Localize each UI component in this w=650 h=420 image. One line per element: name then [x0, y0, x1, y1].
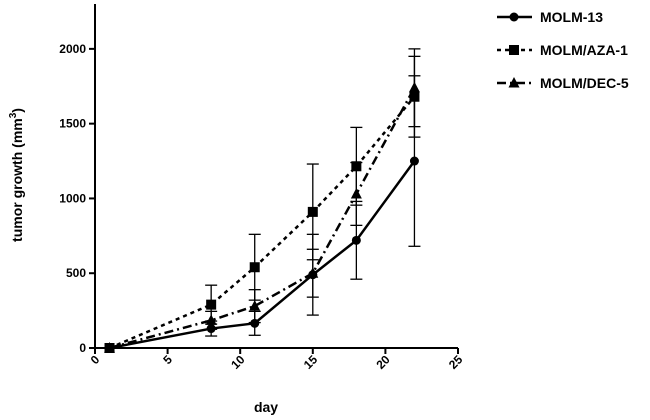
plot-area — [104, 48, 421, 353]
y-tick-label: 2000 — [59, 42, 86, 56]
data-point — [206, 299, 217, 310]
legend-marker — [508, 77, 520, 88]
y-tick-label: 500 — [66, 266, 86, 280]
data-point — [307, 206, 318, 217]
y-tick-label: 0 — [79, 341, 86, 355]
data-point — [205, 314, 217, 325]
series-line — [109, 95, 416, 350]
legend: MOLM-13 MOLM/AZA-1 MOLM/DEC-5 — [497, 9, 629, 91]
legend-item: MOLM/DEC-5 — [497, 75, 629, 91]
legend-label: MOLM/AZA-1 — [540, 42, 628, 58]
x-tick-label: 15 — [301, 352, 321, 372]
x-tick-label: 5 — [160, 352, 175, 367]
x-tick-label: 10 — [228, 352, 248, 372]
legend-label: MOLM-13 — [540, 9, 603, 25]
data-point — [249, 300, 261, 311]
data-point — [249, 262, 260, 273]
x-axis-title: day — [254, 399, 278, 415]
data-point — [350, 187, 362, 199]
x-tick-label: 20 — [373, 352, 393, 372]
x-tick-label: 0 — [88, 352, 103, 367]
series-1 — [105, 75, 421, 353]
axes — [94, 4, 458, 349]
y-axis-title: tumor growth (mm3) — [8, 108, 25, 242]
series-3 — [104, 48, 421, 353]
data-point — [408, 81, 420, 93]
legend-item: MOLM/AZA-1 — [497, 42, 628, 58]
series-2 — [104, 55, 421, 353]
legend-label: MOLM/DEC-5 — [540, 75, 629, 91]
y-axis-title-superscript: 3 — [8, 112, 19, 118]
data-point — [250, 318, 260, 328]
data-point — [307, 267, 319, 278]
data-point — [409, 156, 419, 166]
y-axis-title-close: ) — [9, 108, 25, 113]
y-tick-label: 1000 — [59, 191, 86, 205]
x-ticks: 0 5 10 15 20 25 — [88, 348, 466, 372]
legend-marker — [509, 45, 519, 55]
series-line — [109, 160, 416, 350]
series-line — [109, 87, 416, 350]
data-point — [351, 235, 361, 245]
y-ticks: 0 500 1000 1500 2000 — [59, 42, 95, 355]
legend-item: MOLM-13 — [497, 9, 603, 25]
x-tick-label: 25 — [446, 352, 466, 372]
y-axis-title-main: tumor growth (mm — [9, 118, 25, 242]
y-tick-label: 1500 — [59, 117, 86, 131]
legend-marker — [509, 12, 519, 22]
